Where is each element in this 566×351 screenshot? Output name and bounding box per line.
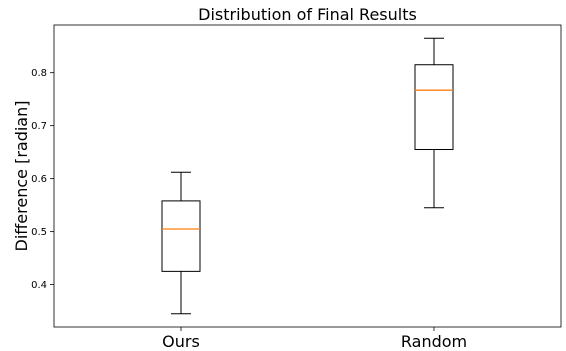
y-tick-label: 0.6 <box>31 174 47 185</box>
box-group-1 <box>414 37 454 209</box>
x-ticks: Ours Random <box>162 327 467 351</box>
y-tick-label: 0.4 <box>31 280 47 291</box>
x-tick-label: Random <box>401 332 467 351</box>
y-ticks: 0.4 0.5 0.6 0.7 0.8 <box>31 68 54 291</box>
box-group-0 <box>161 171 201 315</box>
y-axis-label: Difference [radian] <box>12 101 31 252</box>
iqr-box <box>414 64 454 151</box>
y-tick-label: 0.8 <box>31 68 47 79</box>
plot-background <box>54 25 561 327</box>
x-tick-label: Ours <box>162 332 200 351</box>
plot-frame <box>53 24 562 328</box>
chart-title: Distribution of Final Results <box>198 5 417 24</box>
boxes-layer <box>161 37 454 315</box>
iqr-box <box>161 200 201 272</box>
y-tick-label: 0.7 <box>31 121 47 132</box>
y-tick-label: 0.5 <box>31 227 47 238</box>
